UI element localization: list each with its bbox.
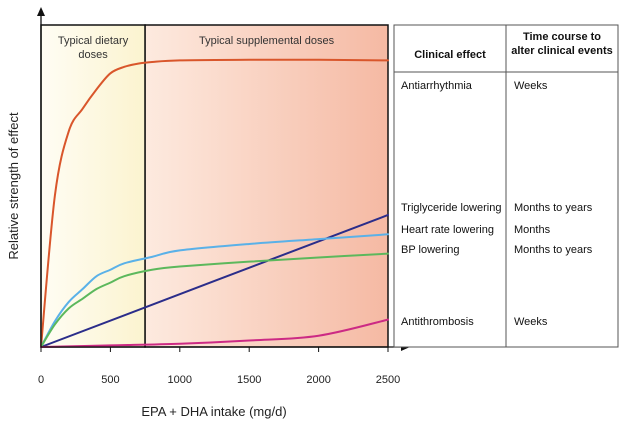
x-tick-label-1000: 1000 [168,374,192,386]
table-cell-effect-antiarrhythmia: Antiarrhythmia [401,80,473,92]
table-cell-effect-triglyceride-lowering: Triglyceride lowering [401,202,501,214]
table-cell-effect-heart-rate-lowering: Heart rate lowering [401,224,494,236]
table-header-time-course-line-1: Time course to [523,31,601,43]
region-2 [144,24,389,348]
table-cell-time-bp-lowering: Months to years [514,244,593,256]
y-axis-arrow [37,7,45,16]
series-line-antithrombosis [40,318,389,348]
table-cell-time-triglyceride-lowering: Months to years [514,202,593,214]
table-cell-time-antiarrhythmia: Weeks [514,80,548,92]
region-label-1-line-1: Typical dietary [58,35,129,47]
x-tick-label-2500: 2500 [376,374,400,386]
x-tick-label-1500: 1500 [237,374,261,386]
x-axis-label: EPA + DHA intake (mg/d) [141,404,286,419]
series-layer [40,58,389,348]
effects-table: Clinical effect Time course to alter clini… [393,24,619,348]
region-label-2-line-1: Typical supplemental doses [199,35,335,47]
axes-layer: 0 500 1000 1500 2000 2500 EPA + DHA intake (mg… [6,7,410,419]
region-label-1-line-2: doses [78,49,108,61]
x-tick-label-2000: 2000 [306,374,330,386]
regions-layer: Typical dietary doses Typical supplemental… [40,24,389,348]
y-axis-label: Relative strength of effect [6,112,21,260]
x-tick-label-0: 0 [38,374,44,386]
x-tick-label-500: 500 [101,374,119,386]
region-1 [40,24,146,348]
table-cell-effect-antithrombosis: Antithrombosis [401,316,474,328]
series-line-heart-rate-lowering [40,233,389,348]
series-line-bp-lowering [40,252,389,348]
series-line-triglyceride-lowering [40,213,389,348]
table-cell-time-antithrombosis: Weeks [514,316,548,328]
series-line-antiarrhythmia [40,58,389,348]
table-cell-time-heart-rate-lowering: Months [514,224,551,236]
table-header-clinical-effect: Clinical effect [414,49,486,61]
table-cell-effect-bp-lowering: BP lowering [401,244,460,256]
table-header-time-course-line-2: alter clinical events [511,45,613,57]
